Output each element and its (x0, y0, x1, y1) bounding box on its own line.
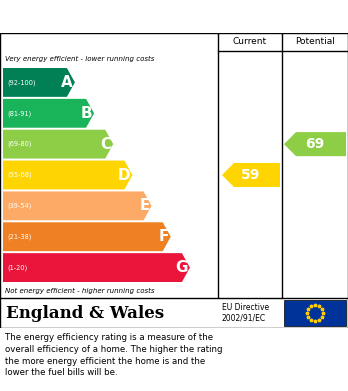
Text: (55-68): (55-68) (7, 172, 32, 178)
Text: (39-54): (39-54) (7, 203, 31, 209)
Polygon shape (3, 253, 190, 282)
Text: Very energy efficient - lower running costs: Very energy efficient - lower running co… (5, 56, 155, 62)
Polygon shape (284, 132, 346, 156)
Polygon shape (3, 222, 171, 251)
Text: G: G (175, 260, 188, 275)
Text: F: F (158, 229, 169, 244)
Polygon shape (3, 161, 132, 189)
Text: (92-100): (92-100) (7, 79, 35, 86)
Text: England & Wales: England & Wales (6, 305, 164, 321)
Text: E: E (139, 198, 150, 213)
Polygon shape (3, 68, 75, 97)
Text: (1-20): (1-20) (7, 264, 27, 271)
Polygon shape (222, 163, 280, 187)
Text: (69-80): (69-80) (7, 141, 32, 147)
Text: Current: Current (233, 38, 267, 47)
Text: D: D (118, 167, 130, 183)
Polygon shape (3, 99, 94, 128)
Bar (284, 300, 346, 326)
Text: Potential: Potential (295, 38, 335, 47)
Text: A: A (61, 75, 73, 90)
Text: 69: 69 (306, 137, 325, 151)
Text: (21-38): (21-38) (7, 233, 31, 240)
Polygon shape (3, 192, 152, 220)
Text: C: C (100, 136, 111, 152)
Text: Energy Efficiency Rating: Energy Efficiency Rating (9, 9, 211, 24)
Text: (81-91): (81-91) (7, 110, 31, 117)
Text: EU Directive
2002/91/EC: EU Directive 2002/91/EC (222, 303, 269, 323)
Text: 59: 59 (241, 168, 261, 182)
Text: Not energy efficient - higher running costs: Not energy efficient - higher running co… (5, 287, 155, 294)
Polygon shape (3, 130, 113, 159)
Text: B: B (80, 106, 92, 121)
Text: The energy efficiency rating is a measure of the
overall efficiency of a home. T: The energy efficiency rating is a measur… (5, 333, 222, 377)
